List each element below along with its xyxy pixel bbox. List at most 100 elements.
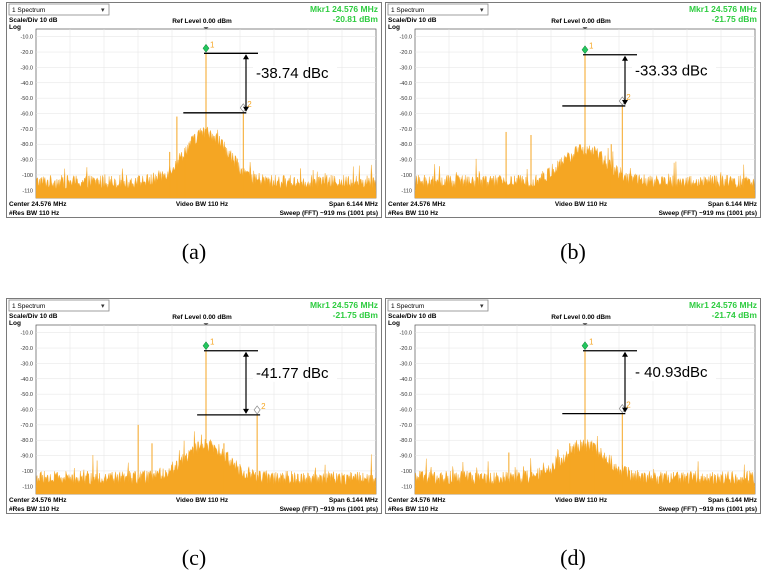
ref-level-label: Ref Level 0.00 dBm	[172, 314, 232, 321]
marker-2-label: 2	[261, 402, 266, 411]
arrow-down-icon	[243, 408, 249, 414]
y-tick-label: -20.0	[20, 346, 33, 352]
y-tick-label: -90.0	[399, 454, 412, 460]
scale-div-label: Scale/Div 10 dB	[9, 17, 58, 24]
y-tick-label: -80.0	[399, 142, 412, 148]
y-tick-label: -20.0	[399, 50, 412, 56]
marker-frequency-readout: Mkr1 24.576 MHz	[310, 300, 378, 310]
y-tick-label: -80.0	[20, 142, 33, 148]
caption-b: (b)	[560, 239, 586, 264]
y-tick-label: -90.0	[20, 454, 33, 460]
center-frequency-label: Center 24.576 MHz	[9, 497, 67, 504]
y-tick-label: -100	[22, 173, 33, 179]
dropdown-box	[8, 3, 110, 16]
y-tick-label: -100	[401, 173, 412, 179]
spectrum-dropdown[interactable]: 1 Spectrum ▾	[8, 299, 110, 312]
y-tick-label: -50.0	[399, 96, 412, 102]
y-tick-label: -110	[22, 188, 33, 194]
dbc-label-bg	[253, 66, 337, 83]
arrow-down-icon	[622, 407, 628, 413]
y-tick-label: -110	[401, 188, 412, 194]
res-bw-label: #Res BW 110 Hz	[9, 506, 60, 513]
marker-amplitude-readout: -21.75 dBm	[712, 14, 758, 24]
arrow-down-icon	[243, 106, 249, 112]
res-bw-label: #Res BW 110 Hz	[9, 210, 60, 217]
log-label: Log	[388, 24, 400, 31]
y-tick-label: -10.0	[399, 35, 412, 41]
marker-2-diamond-icon	[239, 103, 247, 113]
y-tick-label: -60.0	[20, 112, 33, 118]
video-bw-label: Video BW 110 Hz	[555, 497, 608, 504]
spectrum-panel-c: 1 Spectrum ▾ Scale/Div 10 dB Log Ref Level 0…	[6, 298, 382, 514]
spectrum-panel-b: 1 Spectrum ▾ Scale/Div 10 dB Log Ref Level 0…	[385, 2, 761, 218]
y-tick-label: -30.0	[20, 65, 33, 71]
dbc-label: -41.77 dBc	[256, 365, 329, 382]
y-tick-label: -20.0	[399, 346, 412, 352]
span-label: Span 6.144 MHz	[708, 497, 758, 504]
y-tick-label: -80.0	[399, 438, 412, 444]
y-tick-label: -80.0	[20, 438, 33, 444]
y-tick-label: -90.0	[20, 158, 33, 164]
y-tick-label: -70.0	[20, 423, 33, 429]
spectrum-dropdown[interactable]: 1 Spectrum ▾	[387, 3, 489, 16]
arrow-up-icon	[243, 54, 249, 60]
marker-frequency-readout: Mkr1 24.576 MHz	[689, 4, 757, 14]
chevron-down-icon: ▾	[480, 7, 484, 14]
ref-triangle-icon	[582, 323, 588, 326]
y-tick-label: -110	[401, 484, 412, 490]
log-label: Log	[388, 320, 400, 327]
y-tick-label: -10.0	[399, 331, 412, 337]
marker-2-label: 2	[247, 100, 252, 109]
marker-2-diamond-icon	[253, 405, 261, 415]
marker-frequency-readout: Mkr1 24.576 MHz	[310, 4, 378, 14]
marker-amplitude-readout: -21.74 dBm	[712, 310, 758, 320]
sweep-label: Sweep (FFT) ~919 ms (1001 pts)	[280, 506, 378, 513]
marker-1-label: 1	[589, 42, 594, 51]
marker-2-label: 2	[626, 401, 631, 410]
dbc-annotation: -33.33 dBc	[562, 54, 716, 107]
y-tick-label: -70.0	[399, 127, 412, 133]
y-tick-label: -90.0	[399, 158, 412, 164]
span-label: Span 6.144 MHz	[329, 201, 379, 208]
video-bw-label: Video BW 110 Hz	[176, 201, 229, 208]
caption-c: (c)	[181, 545, 207, 570]
ref-level-label: Ref Level 0.00 dBm	[551, 314, 611, 321]
dropdown-box	[387, 299, 489, 312]
y-tick-label: -30.0	[399, 361, 412, 367]
center-frequency-label: Center 24.576 MHz	[388, 201, 446, 208]
chevron-down-icon: ▾	[101, 7, 105, 14]
spectrum-dropdown[interactable]: 1 Spectrum ▾	[8, 3, 110, 16]
ref-triangle-icon	[203, 323, 209, 326]
y-tick-label: -60.0	[399, 112, 412, 118]
y-tick-label: -50.0	[20, 392, 33, 398]
dbc-annotation: -38.74 dBc	[183, 52, 337, 114]
arrow-up-icon	[243, 351, 249, 357]
video-bw-label: Video BW 110 Hz	[176, 497, 229, 504]
y-tick-label: -100	[22, 469, 33, 475]
marker-amplitude-readout: -20.81 dBm	[333, 14, 379, 24]
caption-d: (d)	[560, 545, 586, 570]
dbc-annotation: -41.77 dBc	[197, 350, 337, 416]
y-tick-label: -30.0	[20, 361, 33, 367]
center-frequency-label: Center 24.576 MHz	[388, 497, 446, 504]
marker-2-diamond-icon	[618, 404, 626, 414]
marker-1-diamond-icon	[202, 43, 210, 53]
ref-level-label: Ref Level 0.00 dBm	[172, 18, 232, 25]
chevron-down-icon: ▾	[480, 303, 484, 310]
marker-2-diamond-icon	[618, 96, 626, 106]
spectrum-dropdown[interactable]: 1 Spectrum ▾	[387, 299, 489, 312]
dropdown-label: 1 Spectrum	[12, 7, 45, 14]
sweep-label: Sweep (FFT) ~919 ms (1001 pts)	[659, 506, 757, 513]
center-frequency-label: Center 24.576 MHz	[9, 201, 67, 208]
dropdown-box	[387, 3, 489, 16]
marker-frequency-readout: Mkr1 24.576 MHz	[689, 300, 757, 310]
dropdown-box	[8, 299, 110, 312]
y-tick-label: -70.0	[399, 423, 412, 429]
dbc-label: -33.33 dBc	[635, 62, 708, 79]
log-label: Log	[9, 320, 21, 327]
dbc-annotation: - 40.93dBc	[562, 350, 716, 415]
y-tick-label: -30.0	[399, 65, 412, 71]
